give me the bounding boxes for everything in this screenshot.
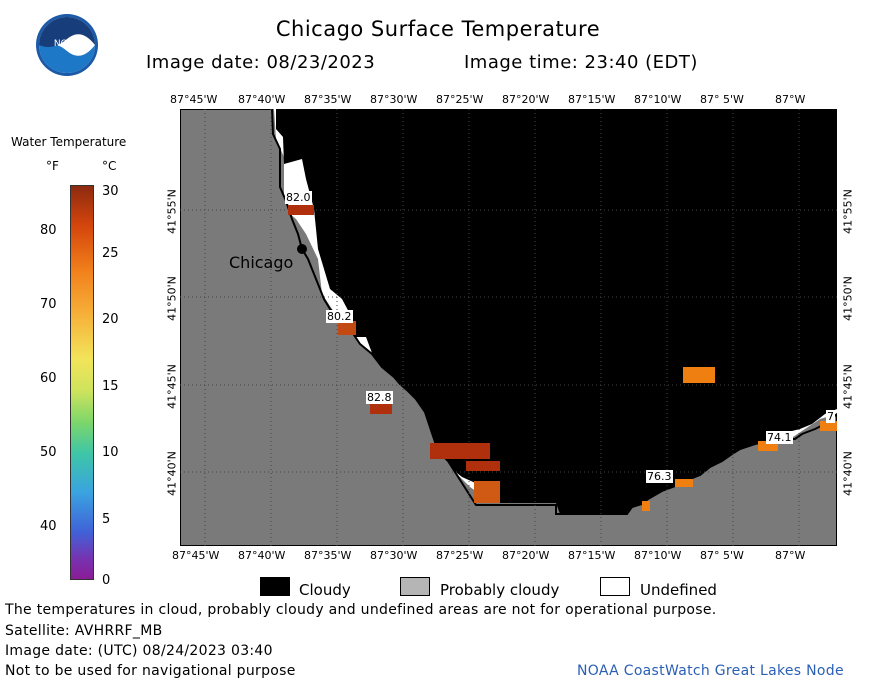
disclaimer-note: The temperatures in cloud, probably clou… — [5, 602, 717, 618]
lon-tick: 87°W — [775, 549, 806, 562]
temp-label: 7 — [826, 410, 835, 423]
sst-patch — [474, 481, 500, 503]
sst-patch — [675, 479, 693, 487]
f-tick: 50 — [40, 445, 57, 460]
lon-tick: 87°15'W — [568, 93, 616, 106]
credit-text: NOAA CoastWatch Great Lakes Node — [577, 663, 844, 679]
lat-tick: 41°40'N — [165, 451, 179, 496]
noaa-logo: NOAA — [35, 13, 99, 77]
c-tick: 25 — [102, 246, 119, 261]
lon-tick: 87°40'W — [238, 549, 286, 562]
lat-tick: 41°40'N — [841, 451, 855, 496]
lon-tick: 87° 5'W — [700, 549, 744, 562]
sst-patch — [338, 321, 356, 335]
c-tick: 30 — [102, 184, 119, 199]
lon-tick: 87°15'W — [568, 549, 616, 562]
city-label: Chicago — [229, 253, 294, 272]
nav-warning: Not to be used for navigational purpose — [5, 663, 296, 679]
image-date: Image date: 08/23/2023 — [146, 52, 376, 73]
c-tick: 10 — [102, 445, 119, 460]
temp-label: 76.3 — [646, 470, 673, 483]
sst-patch — [820, 421, 837, 431]
undefined-label: Undefined — [640, 581, 717, 599]
sst-patch — [683, 367, 715, 383]
satellite-info: Satellite: AVHRRF_MB — [5, 623, 163, 639]
c-tick: 20 — [102, 312, 119, 327]
lon-tick: 87°W — [775, 93, 806, 106]
f-tick: 40 — [40, 519, 57, 534]
temp-label: 82.8 — [366, 391, 393, 404]
lon-tick: 87°10'W — [634, 93, 682, 106]
sst-patch — [370, 404, 392, 414]
image-time: Image time: 23:40 (EDT) — [464, 52, 698, 73]
lon-tick: 87°20'W — [502, 549, 550, 562]
f-tick: 60 — [40, 371, 57, 386]
lon-tick: 87°35'W — [304, 549, 352, 562]
lat-tick: 41°45'N — [165, 364, 179, 409]
c-tick: 5 — [102, 512, 111, 527]
page-title: Chicago Surface Temperature — [275, 17, 601, 41]
probably-cloudy-swatch — [400, 577, 430, 596]
sst-patch — [430, 443, 490, 459]
lon-tick: 87°25'W — [436, 93, 484, 106]
lat-tick: 41°55'N — [165, 189, 179, 234]
lon-tick: 87°25'W — [436, 549, 484, 562]
legend-unit-f: °F — [46, 159, 59, 173]
sst-patch — [642, 501, 650, 511]
svg-text:NOAA: NOAA — [54, 39, 81, 49]
legend-unit-c: °C — [102, 159, 117, 173]
lat-tick: 41°45'N — [841, 364, 855, 409]
lon-tick: 87°10'W — [634, 549, 682, 562]
lon-tick: 87°45'W — [170, 93, 218, 106]
sst-patch — [758, 441, 778, 451]
lat-tick: 41°50'N — [165, 276, 179, 321]
lon-tick: 87°30'W — [370, 93, 418, 106]
undefined-swatch — [600, 577, 630, 596]
utc-date: Image date: (UTC) 08/24/2023 03:40 — [5, 643, 273, 659]
lon-tick: 87°40'W — [238, 93, 286, 106]
lat-tick: 41°50'N — [841, 276, 855, 321]
c-tick: 0 — [102, 573, 111, 588]
city-marker — [297, 244, 307, 254]
map-area — [179, 108, 838, 547]
cloudy-label: Cloudy — [299, 581, 351, 599]
lon-tick: 87°35'W — [304, 93, 352, 106]
sst-patch — [288, 205, 314, 215]
lon-tick: 87°20'W — [502, 93, 550, 106]
temp-label: 74.1 — [766, 431, 793, 444]
probably-cloudy-label: Probably cloudy — [440, 581, 560, 599]
graticule — [180, 109, 837, 546]
lon-tick: 87° 5'W — [700, 93, 744, 106]
f-tick: 70 — [40, 297, 57, 312]
lon-tick: 87°30'W — [370, 549, 418, 562]
temp-label: 80.2 — [326, 310, 353, 323]
color-scale — [70, 185, 94, 580]
lat-tick: 41°55'N — [841, 189, 855, 234]
f-tick: 80 — [40, 223, 57, 238]
lon-tick: 87°45'W — [172, 549, 220, 562]
legend-title: Water Temperature — [11, 135, 127, 149]
c-tick: 15 — [102, 379, 119, 394]
temp-label: 82.0 — [285, 191, 312, 204]
sst-patch — [466, 461, 500, 471]
cloudy-swatch — [260, 577, 290, 596]
